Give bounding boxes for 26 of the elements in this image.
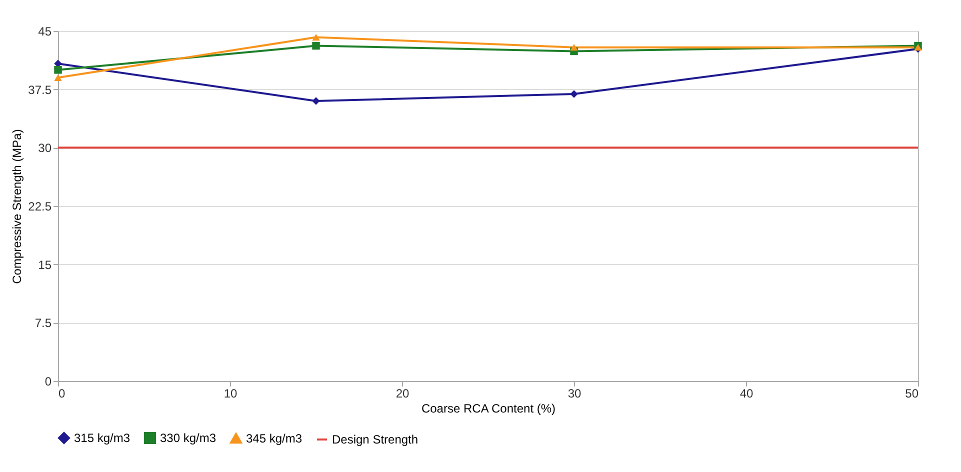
- y-tick-label: 45: [38, 24, 52, 38]
- point: [312, 34, 320, 41]
- x-tick-label: 0: [58, 386, 66, 400]
- y-tick-label: 22.5: [28, 200, 52, 214]
- legend-label: 345 kg/m3: [246, 431, 302, 446]
- point: [54, 74, 62, 82]
- point: [54, 66, 62, 74]
- x-tick-label: 20: [396, 386, 410, 400]
- y-tick-label: 37.5: [28, 82, 52, 97]
- legend-label: Design Strength: [332, 432, 418, 446]
- y-tick-label: 7.5: [34, 316, 52, 330]
- y-tick-label: 0: [44, 374, 52, 388]
- x-tick-label: 30: [568, 386, 582, 400]
- y-tick-label: 30: [38, 141, 52, 156]
- point: [570, 44, 578, 51]
- legend-label: 315 kg/m3: [74, 431, 130, 445]
- legend-label: 330 kg/m3: [160, 431, 216, 445]
- y-axis-title: Compressive Strength (MPa): [10, 129, 24, 284]
- point: [570, 90, 578, 98]
- x-tick-label: 10: [224, 386, 238, 400]
- x-tick-label: 40: [740, 386, 754, 400]
- point: [312, 97, 320, 105]
- x-tick-label: 50: [905, 386, 919, 400]
- y-tick-label: 15: [38, 258, 52, 272]
- point: [312, 42, 320, 50]
- x-axis-title: Coarse RCA Content (%): [421, 402, 556, 416]
